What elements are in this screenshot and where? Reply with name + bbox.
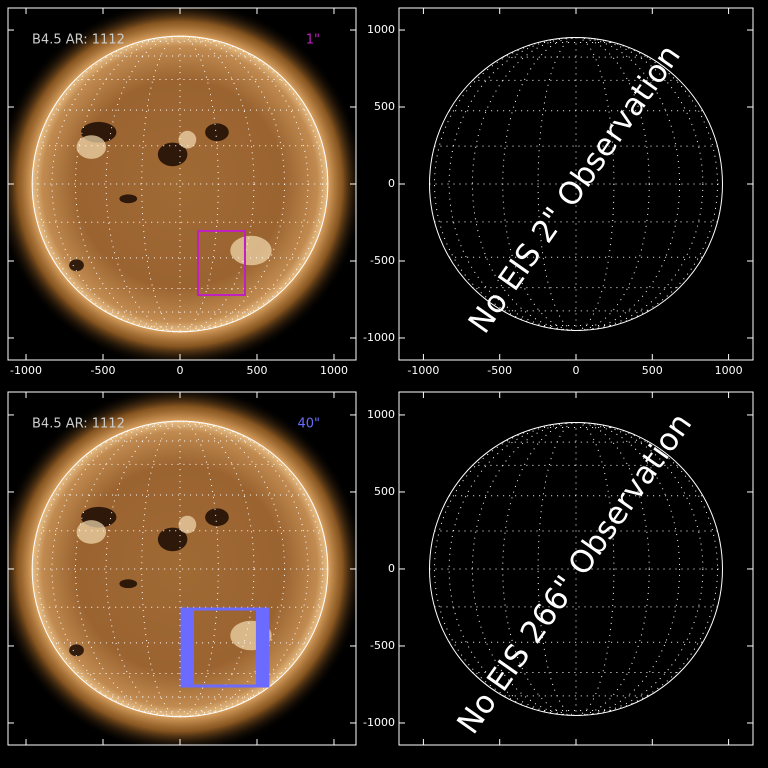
plot-area xyxy=(429,37,723,331)
dark-region xyxy=(119,194,138,204)
x-tick-label: 500 xyxy=(642,364,663,377)
bright-region xyxy=(230,235,272,266)
longitude-line xyxy=(448,37,704,331)
dark-region xyxy=(157,527,188,552)
dark-region xyxy=(157,142,188,167)
plot-area xyxy=(8,392,356,745)
dark-region xyxy=(119,579,138,589)
y-tick-label: 0 xyxy=(388,177,395,190)
panel: B4.5 AR: 1112 1" -1000 -500 0 500 1000 xyxy=(7,7,357,377)
info-label: B4.5 AR: 1112 xyxy=(32,33,125,48)
plot-area xyxy=(8,8,356,360)
bright-region xyxy=(178,515,197,534)
longitude-line xyxy=(471,421,681,716)
dark-region xyxy=(205,123,229,142)
longitude-line xyxy=(471,37,681,331)
dark-region xyxy=(69,644,84,657)
x-tick-label: -500 xyxy=(91,364,116,377)
x-tick-label: 1000 xyxy=(715,364,743,377)
y-tick-label: -1000 xyxy=(363,331,395,344)
longitude-line xyxy=(105,420,255,718)
y-tick-label: -500 xyxy=(370,254,395,267)
y-tick-label: 500 xyxy=(374,485,395,498)
longitude-line xyxy=(502,37,650,331)
y-tick-label: -1000 xyxy=(363,716,395,729)
info-label: B4.5 AR: 1112 xyxy=(32,417,125,432)
scale-label: 40" xyxy=(297,417,320,432)
fov-box xyxy=(180,607,270,688)
plot-area xyxy=(429,421,723,716)
dark-region xyxy=(205,508,229,527)
x-tick-label: 1000 xyxy=(320,364,348,377)
x-tick-label: 500 xyxy=(246,364,267,377)
y-tick-label: 1000 xyxy=(367,408,395,421)
longitude-line xyxy=(537,421,615,716)
panel: B4.5 AR: 1112 40" xyxy=(7,391,357,746)
y-tick-label: 1000 xyxy=(367,23,395,36)
fov-edge xyxy=(255,609,268,687)
x-tick-label: -1000 xyxy=(10,364,42,377)
longitude-line xyxy=(537,37,615,331)
y-tick-label: 500 xyxy=(374,100,395,113)
bright-region xyxy=(76,135,107,159)
dark-region xyxy=(69,259,84,272)
longitude-line xyxy=(448,421,704,716)
longitude-line xyxy=(502,421,650,716)
longitude-line xyxy=(105,35,255,333)
scale-label: 1" xyxy=(306,33,320,48)
x-tick-label: -1000 xyxy=(407,364,439,377)
fov-box xyxy=(197,229,246,297)
x-tick-label: 0 xyxy=(176,364,183,377)
sun-disk xyxy=(32,36,328,332)
y-tick-label: -500 xyxy=(370,639,395,652)
bright-region xyxy=(76,520,107,544)
y-tick-label: 0 xyxy=(388,562,395,575)
sun-disk xyxy=(32,421,328,717)
longitude-line xyxy=(36,35,324,333)
x-tick-label: -500 xyxy=(487,364,512,377)
fov-edge xyxy=(182,609,194,687)
bright-region xyxy=(178,130,197,149)
x-tick-label: 0 xyxy=(573,364,580,377)
